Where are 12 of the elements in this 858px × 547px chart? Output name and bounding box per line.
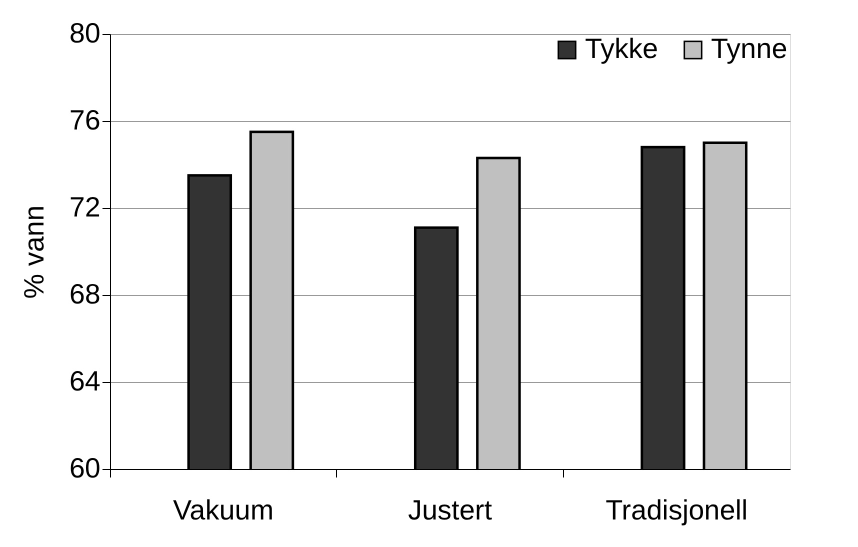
x-tick-label: Tradisjonell (606, 494, 748, 526)
y-tick-label: 68 (69, 278, 100, 310)
x-tick-label: Vakuum (173, 494, 274, 526)
x-tick-label: Justert (408, 494, 492, 526)
y-tick-label: 72 (69, 192, 100, 222)
y-tick-label: 76 (69, 104, 100, 136)
y-axis-title: % vann (18, 205, 50, 299)
y-tick-label: 64 (69, 366, 100, 396)
y-tick-label: 60 (69, 452, 100, 484)
legend-label: Tynne (711, 33, 788, 64)
legend-label: Tykke (585, 33, 658, 64)
y-tick-label: 80 (69, 18, 100, 48)
